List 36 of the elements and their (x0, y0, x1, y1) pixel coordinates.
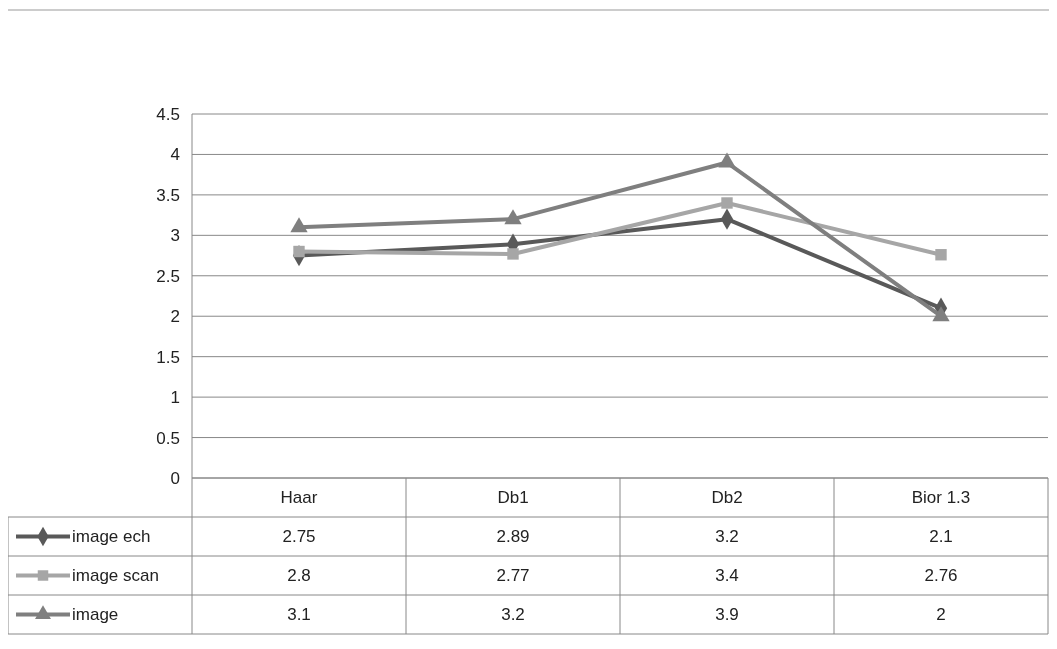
data-label: 3.1 (287, 605, 311, 625)
legend-label: image ech (72, 527, 151, 547)
data-label: 2.76 (924, 566, 958, 586)
y-tick-label: 2.5 (156, 266, 180, 286)
y-tick-label: 1 (170, 388, 180, 408)
y-tick-label: 4.5 (156, 104, 180, 124)
legend-label: image (72, 605, 119, 625)
x-tick-label: Db1 (497, 488, 529, 508)
y-tick-label: 0 (170, 468, 180, 488)
y-tick-label: 2 (170, 307, 180, 327)
data-label: 3.2 (715, 527, 739, 547)
y-tick-label: 3 (170, 226, 180, 246)
data-label: 3.2 (501, 605, 525, 625)
y-tick-label: 0.5 (156, 428, 180, 448)
x-tick-label: Bior 1.3 (911, 488, 971, 508)
point (718, 152, 736, 168)
data-label: 3.9 (715, 605, 739, 625)
y-tick-label: 1.5 (156, 347, 180, 367)
point (290, 217, 308, 233)
point (504, 209, 522, 225)
point (293, 245, 305, 258)
data-label: 2.8 (287, 566, 311, 586)
x-tick-label: Haar (280, 488, 318, 508)
data-label: 3.4 (715, 566, 739, 586)
y-tick-label: 3.5 (156, 185, 180, 205)
data-label: 2.1 (929, 527, 953, 547)
point (507, 248, 519, 260)
data-label: 2.77 (496, 566, 530, 586)
x-tick-label: Db2 (711, 488, 743, 508)
data-label: 2.75 (282, 527, 316, 547)
data-label: 2 (936, 605, 946, 625)
data-label: 2.89 (496, 527, 530, 547)
y-tick-label: 4 (170, 145, 180, 165)
point (721, 197, 733, 209)
point (935, 249, 947, 261)
legend-label: image scan (72, 566, 159, 586)
